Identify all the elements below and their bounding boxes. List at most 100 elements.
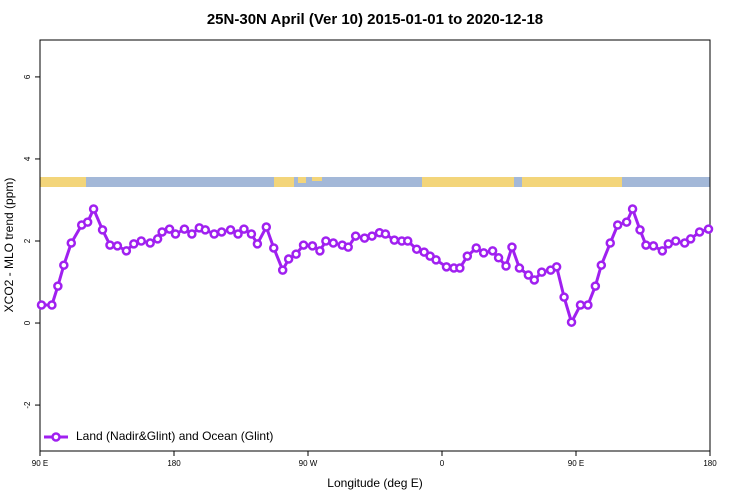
plot-frame [39,39,711,452]
data-point [97,225,108,235]
data-point [36,300,47,310]
data-point [507,242,517,252]
series-line [41,204,709,327]
data-point [685,234,696,244]
data-point [612,220,623,230]
data-point [321,236,331,246]
data-point [641,240,651,250]
y-tick-label: 0 [23,320,32,325]
land-band [40,177,86,187]
data-point [367,231,377,241]
data-point [523,270,534,280]
data-point [514,263,525,273]
data-point [359,233,370,243]
data-point [621,217,632,227]
x-tick-label: 90 E [32,459,48,468]
data-point [328,238,339,248]
data-point [343,242,353,252]
data-point [455,263,465,273]
data-point [583,300,593,310]
x-tick-label: 90 W [299,459,318,468]
data-point [694,227,705,237]
data-point [411,244,422,254]
data-point [157,227,167,237]
x-tick-label: 90 E [568,459,584,468]
data-point [462,251,473,261]
data-point [277,265,288,275]
y-tick-label: 2 [23,238,32,243]
data-point [291,249,301,259]
data-point [350,231,361,241]
land-band [522,177,622,187]
data-point [129,239,139,249]
data-point [283,254,294,264]
data-point [551,262,562,272]
map-strip [40,177,710,187]
data-point [537,267,547,277]
x-tick-label: 180 [167,459,181,468]
data-point [590,281,601,291]
data-point [679,238,690,248]
data-point [82,217,93,227]
data-point [431,255,441,265]
data-point [53,281,63,291]
x-tick-label: 0 [440,459,445,468]
data-point [59,260,69,270]
y-tick-label: 6 [23,74,32,79]
data-point [627,204,638,214]
legend-marker [51,432,61,442]
data-point [121,246,132,256]
x-tick-label: 180 [703,459,717,468]
legend-label: Land (Nadir&Glint) and Ocean (Glint) [76,429,273,443]
data-point [216,227,227,237]
data-point [298,240,309,250]
y-tick-label: -2 [23,401,32,409]
data-point [112,241,123,251]
data-point [105,240,115,250]
data-point [663,239,674,249]
ocean-band [40,177,710,187]
data-point [471,243,481,253]
data-point [566,317,577,327]
data-point [501,261,511,271]
data-point [209,229,219,239]
data-point [703,224,714,234]
data-point [170,229,181,239]
data-point [487,246,498,256]
data-point [233,229,243,239]
land-band [422,177,514,187]
data-point [529,275,540,285]
data-point [187,229,197,239]
data-point [225,225,236,235]
data-point [66,238,77,248]
data-point [261,222,272,232]
data-point [380,229,391,239]
data-point [239,224,249,234]
data-point [315,246,325,256]
data-point [403,236,413,246]
y-tick-label: 4 [23,156,32,161]
land-band [312,177,322,181]
data-point [136,236,146,246]
chart-title: 25N-30N April (Ver 10) 2015-01-01 to 202… [207,11,543,28]
data-point [152,234,163,244]
land-band [274,177,294,187]
data-point [559,292,569,302]
y-axis-label: XCO2 - MLO trend (ppm) [2,178,16,313]
data-point [246,229,257,239]
x-axis-label: Longitude (deg E) [327,476,422,490]
data-point [200,225,211,235]
data-point [179,224,190,234]
data-point [657,246,668,256]
data-point [269,243,279,253]
land-band [298,177,306,183]
data-point [252,239,263,249]
data-point [648,241,659,251]
data-point [635,225,645,235]
data-point [47,300,57,310]
data-point [88,204,99,214]
data-point [493,253,504,263]
data-point [478,248,489,258]
